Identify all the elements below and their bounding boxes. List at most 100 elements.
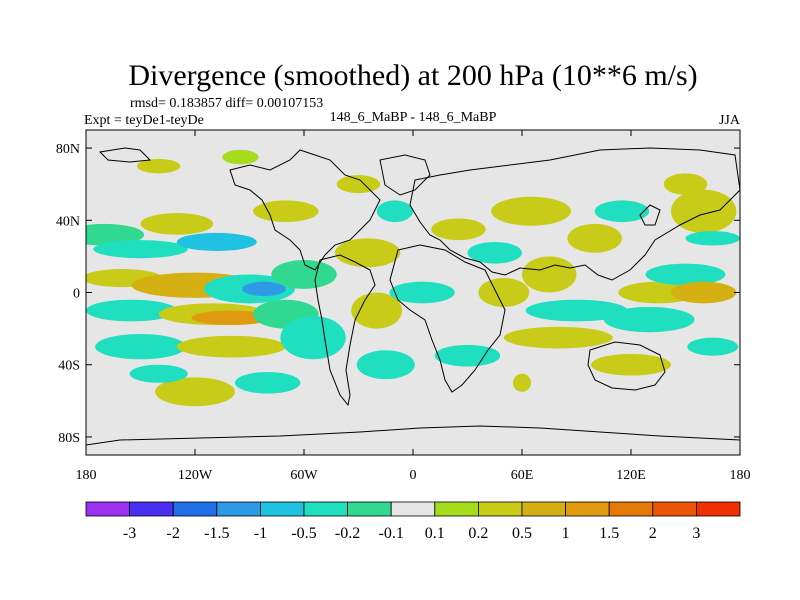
anomaly-blob	[191, 310, 272, 325]
anomaly-blob	[242, 281, 286, 297]
period-label: 148_6_MaBP - 148_6_MaBP	[330, 110, 497, 125]
anomaly-blob	[334, 238, 401, 268]
colorbar-label: -1	[254, 525, 267, 542]
colorbar-box	[565, 501, 610, 517]
x-tick-label: 180	[76, 468, 97, 483]
anomaly-blob	[567, 223, 622, 253]
siberia-islands-outline	[98, 147, 152, 163]
anomaly-blob	[434, 344, 501, 367]
colorbar-box	[172, 501, 218, 517]
colorbar-label: -0.1	[379, 525, 404, 542]
colorbar-box	[477, 501, 523, 517]
anomaly-blob	[253, 200, 319, 223]
anomaly-blob	[525, 299, 628, 322]
colorbar-box	[434, 501, 479, 517]
anomaly-blob	[280, 315, 346, 360]
anomaly-blob	[155, 377, 235, 407]
y-tick-label: 0	[73, 287, 80, 302]
x-tick-label: 120W	[178, 468, 213, 483]
anomaly-blob	[176, 232, 257, 251]
colorbar-box	[652, 501, 697, 517]
colorbar-label: 0.1	[425, 525, 445, 542]
anomaly-blob	[670, 189, 737, 233]
anomaly-blob	[603, 306, 695, 333]
colorbar-box	[129, 501, 174, 517]
chart-title: Divergence (smoothed) at 200 hPa (10**6 …	[128, 59, 697, 92]
colorbar-label: -0.2	[335, 525, 360, 542]
anomaly-blob	[591, 353, 671, 376]
greenland-outline	[379, 154, 431, 196]
colorbar-box	[303, 501, 348, 517]
colorbar-label: 3	[692, 525, 700, 542]
colorbar-label: 0.5	[512, 525, 532, 542]
colorbar-label: -3	[123, 525, 136, 542]
anomaly-blob	[93, 240, 188, 259]
anomaly-blob	[645, 263, 726, 286]
y-tick-label: 80N	[56, 142, 80, 157]
antarctica-outline	[86, 425, 740, 446]
colorbar-label: 2	[649, 525, 657, 542]
anomaly-blob	[136, 158, 181, 174]
anomaly-blob	[129, 364, 188, 383]
colorbar-box	[696, 501, 741, 517]
colorbar-box	[85, 501, 130, 517]
anomaly-blob	[522, 256, 577, 293]
anomaly-blob	[234, 371, 301, 394]
anomaly-blob	[376, 200, 414, 223]
anomaly-blob	[670, 281, 737, 304]
africa-outline	[389, 244, 506, 393]
anomaly-blob	[271, 260, 337, 289]
y-tick-label: 40N	[56, 214, 80, 229]
anomaly-blob	[140, 213, 214, 235]
anomaly-blob	[176, 335, 286, 358]
colorbar: -3 -2 -1.5 -1 -0.5 -0.2 -0.1 0.1 0.2 0.5 1 1.5 2 3	[85, 501, 741, 542]
x-tick-label: 0	[410, 468, 417, 483]
australia-outline	[587, 341, 666, 391]
anomaly-blob	[685, 231, 740, 246]
experiment-label: Expt = teyDe1-teyDe	[84, 113, 204, 128]
colorbar-labels: -3 -2 -1.5 -1 -0.5 -0.2 -0.1 0.1 0.2 0.5 1 1.5 2 3	[123, 525, 700, 542]
x-tick-label: 60E	[511, 468, 534, 483]
colorbar-label: -0.5	[291, 525, 316, 542]
anomaly-blob	[336, 175, 381, 194]
colorbar-boxes	[85, 501, 741, 517]
colorbar-box	[390, 501, 436, 517]
y-tick-label: 80S	[58, 431, 80, 446]
colorbar-box	[347, 501, 392, 517]
anomaly-blob	[222, 149, 259, 165]
anomaly-blob	[356, 350, 415, 380]
north-america-outline	[229, 149, 381, 271]
colorbar-box	[259, 501, 305, 517]
colorbar-box	[608, 501, 654, 517]
stats-label: rmsd= 0.183857 diff= 0.00107153	[130, 96, 323, 111]
axis-ticks: 180 120W 60W 0 60E 120E 180 80N 40N 0 40S 80S	[56, 130, 751, 483]
colorbar-label: 1.5	[599, 525, 619, 542]
south-america-outline	[314, 254, 376, 407]
japan-outline	[639, 204, 661, 226]
anomaly-blob	[95, 334, 186, 360]
colorbar-label: 0.2	[468, 525, 488, 542]
anomaly-blob	[389, 281, 455, 304]
anomaly-blob	[491, 196, 572, 226]
y-tick-label: 40S	[58, 359, 80, 374]
anomaly-blob	[431, 218, 486, 241]
season-label: JJA	[719, 113, 741, 128]
anomaly-blob	[512, 373, 532, 392]
anomaly-blob	[86, 223, 145, 246]
colorbar-label: -1.5	[204, 525, 229, 542]
x-tick-label: 180	[730, 468, 751, 483]
colorbar-box	[521, 501, 566, 517]
anomaly-blob	[86, 299, 177, 322]
plot-area: 180 120W 60W 0 60E 120E 180 80N 40N 0 40S 80S	[56, 129, 751, 483]
eurasia-outline	[409, 147, 740, 281]
colorbar-label: 1	[562, 525, 570, 542]
colorbar-box	[216, 501, 261, 517]
anomaly-blob	[467, 241, 522, 264]
anomaly-blob	[594, 200, 650, 223]
anomaly-blob	[503, 326, 613, 349]
colorbar-label: -2	[167, 525, 180, 542]
anomaly-blob	[478, 278, 530, 307]
x-tick-label: 120E	[616, 468, 646, 483]
anomaly-field	[86, 149, 740, 407]
